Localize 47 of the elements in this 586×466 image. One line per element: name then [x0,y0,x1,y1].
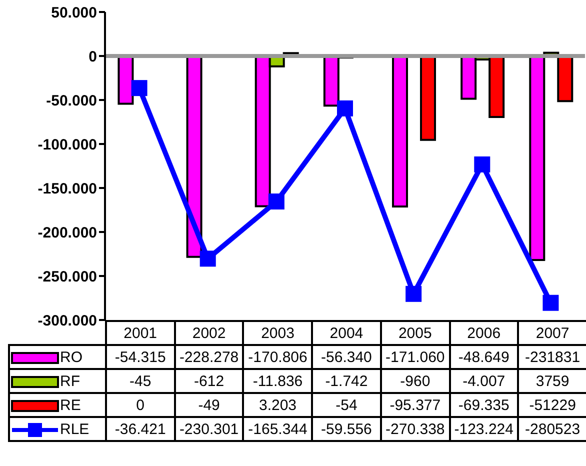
legend-label: RO [60,348,82,366]
y-tick-label: -300.000 [38,312,97,330]
data-label: 3759 [518,369,586,393]
x-tick-label: 2007 [518,321,586,345]
x-tick-label: 2001 [106,321,175,345]
data-label: -59.556 [312,417,381,441]
legend-label: RE [60,396,81,414]
data-label: -612 [174,369,244,393]
data-label: -1.742 [312,369,381,393]
data-label: -165.344 [243,417,312,441]
y-tick-label: 50.000 [51,4,97,22]
data-label: -11.836 [243,369,312,393]
data-label: 3.203 [243,393,312,417]
data-label: -170.806 [243,345,312,369]
data-label: -49 [174,393,244,417]
data-label: -4.007 [450,369,518,393]
data-label: -36.421 [106,417,175,441]
y-tick-label: -150.000 [38,180,97,198]
x-tick-label: 2002 [174,321,244,345]
y-tick-label: -200.000 [38,224,97,242]
data-label: -48.649 [450,345,518,369]
data-label: 0 [106,393,175,417]
data-label: -123.224 [450,417,518,441]
y-tick-label: -100.000 [38,136,97,154]
data-label: -228.278 [174,345,244,369]
x-tick-label: 2004 [312,321,381,345]
data-label: -960 [380,369,450,393]
data-label: -171.060 [380,345,450,369]
legend-label: RLE [60,420,90,438]
y-tick-label: -250.000 [38,268,97,286]
data-label: -45 [106,369,175,393]
data-label: -95.377 [380,393,450,417]
data-label: -56.340 [312,345,381,369]
x-tick-label: 2006 [450,321,518,345]
data-label: -69.335 [450,393,518,417]
data-label: -54.315 [106,345,175,369]
y-tick-label: 0 [88,48,97,66]
data-label: -231831 [518,345,586,369]
x-tick-label: 2003 [243,321,312,345]
legend-label: RF [60,372,80,390]
data-label: -51229 [518,393,586,417]
data-label: -270.338 [380,417,450,441]
y-tick-label: -50.000 [46,92,97,110]
data-label: -230.301 [174,417,244,441]
x-tick-label: 2005 [380,321,450,345]
data-label: -54 [312,393,381,417]
data-label: -280523 [518,417,586,441]
